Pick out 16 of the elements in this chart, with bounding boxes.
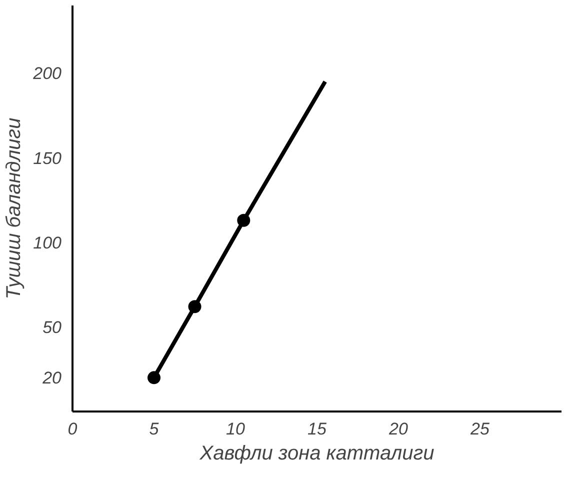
point: [148, 371, 160, 384]
point: [188, 300, 202, 314]
x-tick-label: 15: [308, 420, 327, 438]
y-tick-label: 150: [33, 148, 62, 168]
y-tick-label: 20: [42, 368, 62, 388]
x-axis-title: Хавфли зона катталиги: [198, 442, 434, 464]
y-tick-label: 200: [32, 64, 62, 84]
y-tick-label: 50: [42, 318, 62, 337]
point: [237, 214, 250, 227]
x-tick-label: 25: [470, 420, 490, 438]
x-tick-label: 20: [388, 420, 408, 438]
x-tick-label: 10: [226, 420, 246, 438]
y-tick-label: 100: [33, 233, 62, 252]
x-tick-label: 0: [68, 420, 78, 438]
x-tick-label: 5: [149, 420, 160, 438]
y-axis-title: Тушиш баландлиги: [3, 118, 26, 300]
